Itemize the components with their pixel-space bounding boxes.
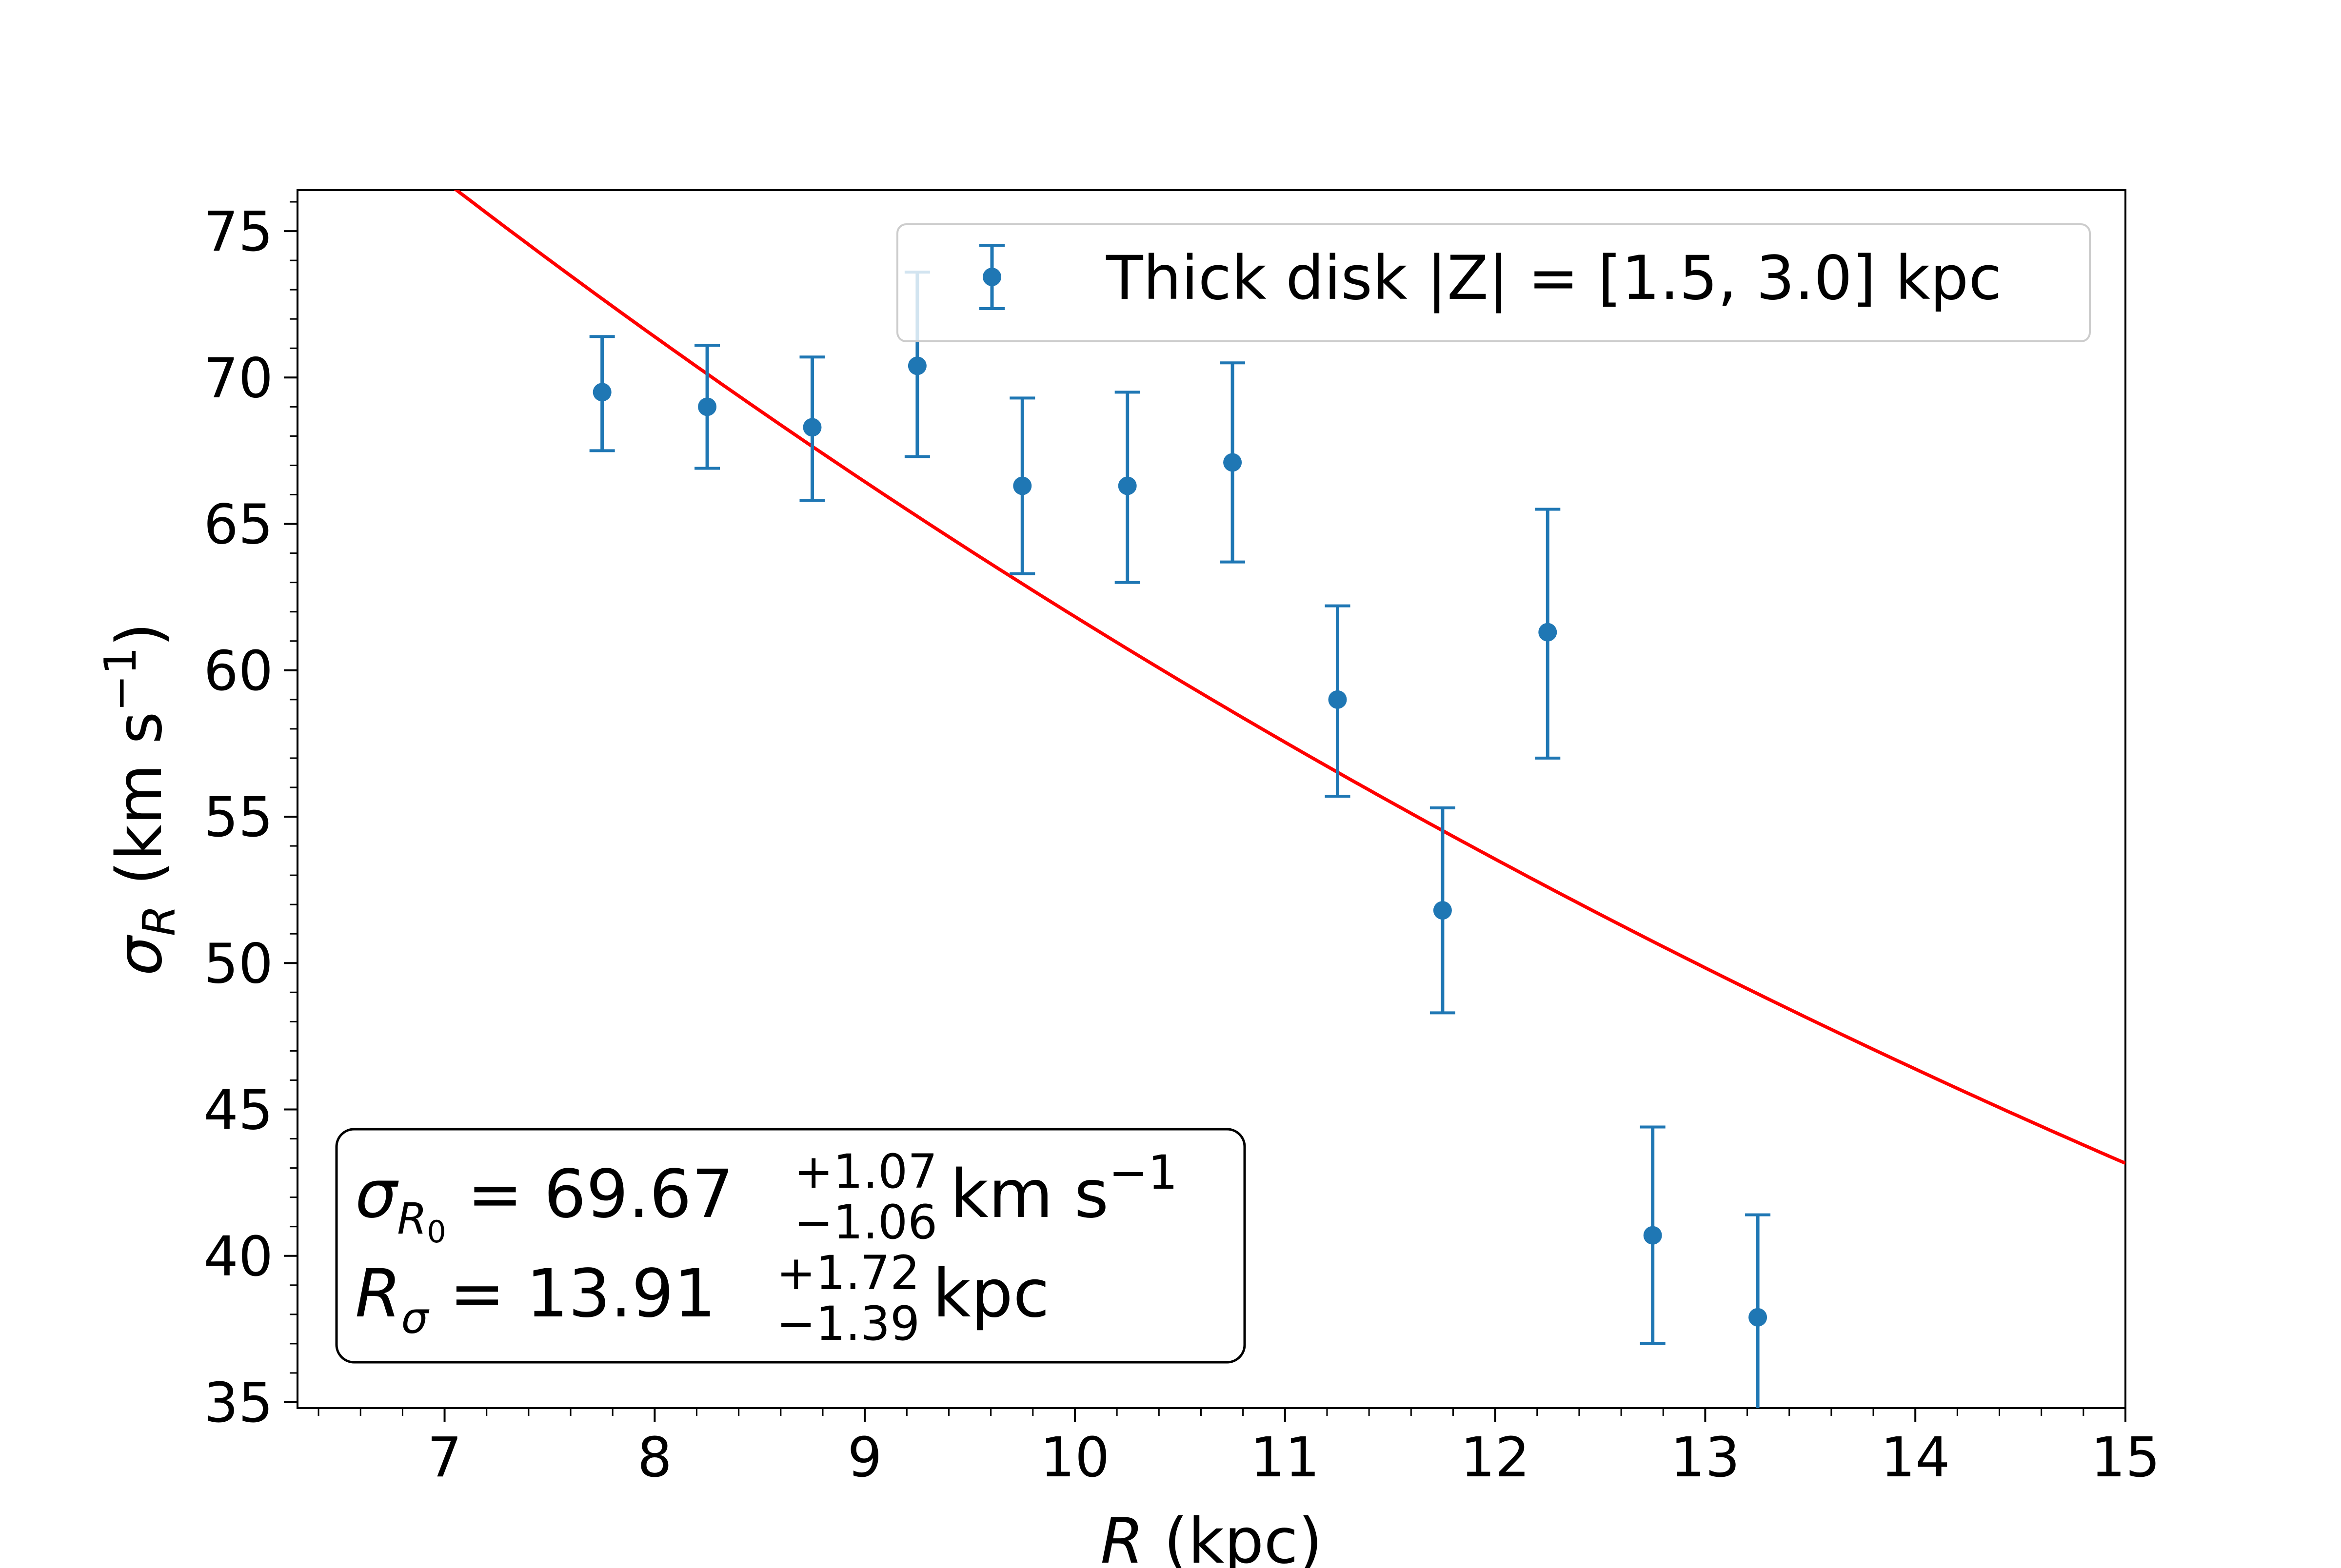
- annotation-line-rsigma-plus: +1.72: [776, 1246, 920, 1300]
- y-tick-label: 70: [203, 347, 273, 410]
- data-point: [799, 355, 825, 502]
- annotation-line-rsigma-unit: kpc: [932, 1255, 1050, 1333]
- data-point: [1535, 508, 1561, 760]
- data-point: [694, 344, 720, 470]
- data-point: [1010, 396, 1035, 575]
- ticks-layer: 7 8 9 10 11 12 13 14 15 35 40 45 50 55 60 65 70 75: [203, 200, 2160, 1490]
- point-marker: [1643, 1226, 1662, 1245]
- data-point: [1114, 391, 1140, 584]
- annotation-line-rsigma: Rσ = 13.91: [355, 1255, 716, 1343]
- x-tick-label: 12: [1460, 1426, 1530, 1490]
- legend: Thick disk |Z| = [1.5, 3.0] kpc: [896, 223, 2091, 342]
- data-point: [589, 335, 615, 452]
- annotation-line-sigma-plus: +1.07: [794, 1144, 937, 1199]
- y-tick-label: 35: [203, 1372, 273, 1435]
- x-tick-label: 10: [1040, 1426, 1110, 1490]
- data-point: [1640, 1125, 1666, 1345]
- y-tick-label: 75: [203, 200, 273, 264]
- annotation-line-sigma-unit: km s−1: [950, 1145, 1178, 1233]
- x-axis-title: R (kpc): [1100, 1505, 1322, 1568]
- x-tick-label: 14: [1881, 1426, 1950, 1490]
- x-tick-label: 13: [1670, 1426, 1740, 1490]
- annotation-line-rsigma-minus: −1.39: [776, 1296, 920, 1351]
- y-tick-label: 65: [203, 493, 273, 557]
- legend-box: [896, 223, 2091, 342]
- legend-label: Thick disk |Z| = [1.5, 3.0] kpc: [1106, 243, 2002, 314]
- data-points-layer: [589, 271, 1771, 1408]
- point-marker: [1538, 623, 1557, 642]
- point-marker: [1118, 476, 1137, 495]
- x-tick-label: 8: [637, 1426, 672, 1490]
- plot-frame: [297, 189, 2126, 1409]
- point-marker: [1013, 476, 1032, 495]
- point-marker: [908, 356, 927, 375]
- point-marker: [1748, 1308, 1767, 1327]
- data-point: [1745, 1213, 1771, 1408]
- x-tick-label: 9: [848, 1426, 882, 1490]
- point-marker: [1328, 690, 1347, 709]
- annotation-line-sigma-minus: −1.06: [794, 1195, 937, 1250]
- y-tick-label: 60: [203, 640, 273, 703]
- y-tick-label: 55: [203, 786, 273, 849]
- y-axis-title: σR (km s−1): [95, 623, 185, 976]
- point-marker: [1223, 453, 1242, 472]
- data-point: [1325, 604, 1350, 798]
- y-tick-label: 50: [203, 932, 273, 996]
- legend-point: [983, 268, 1001, 286]
- legend-marker: [979, 244, 1005, 310]
- fit-curve: [454, 190, 2125, 1165]
- x-tick-label: 11: [1250, 1426, 1320, 1490]
- fit-annotation: σR0 = 69.67 +1.07 −1.06 km s−1 Rσ = 13.9…: [335, 1128, 1246, 1364]
- y-tick-label: 40: [203, 1225, 273, 1289]
- point-marker: [698, 397, 717, 416]
- annotation-line-sigma: σR0 = 69.67: [355, 1156, 734, 1250]
- point-marker: [1433, 901, 1452, 920]
- y-tick-label: 45: [203, 1079, 273, 1142]
- point-marker: [593, 383, 612, 402]
- point-marker: [803, 418, 822, 437]
- annotation-box: [335, 1128, 1246, 1364]
- x-tick-label: 7: [427, 1426, 462, 1490]
- data-point: [1429, 806, 1455, 1015]
- data-point: [1220, 361, 1246, 564]
- fit-curve-layer: [454, 190, 2125, 1165]
- x-tick-label: 15: [2091, 1426, 2161, 1490]
